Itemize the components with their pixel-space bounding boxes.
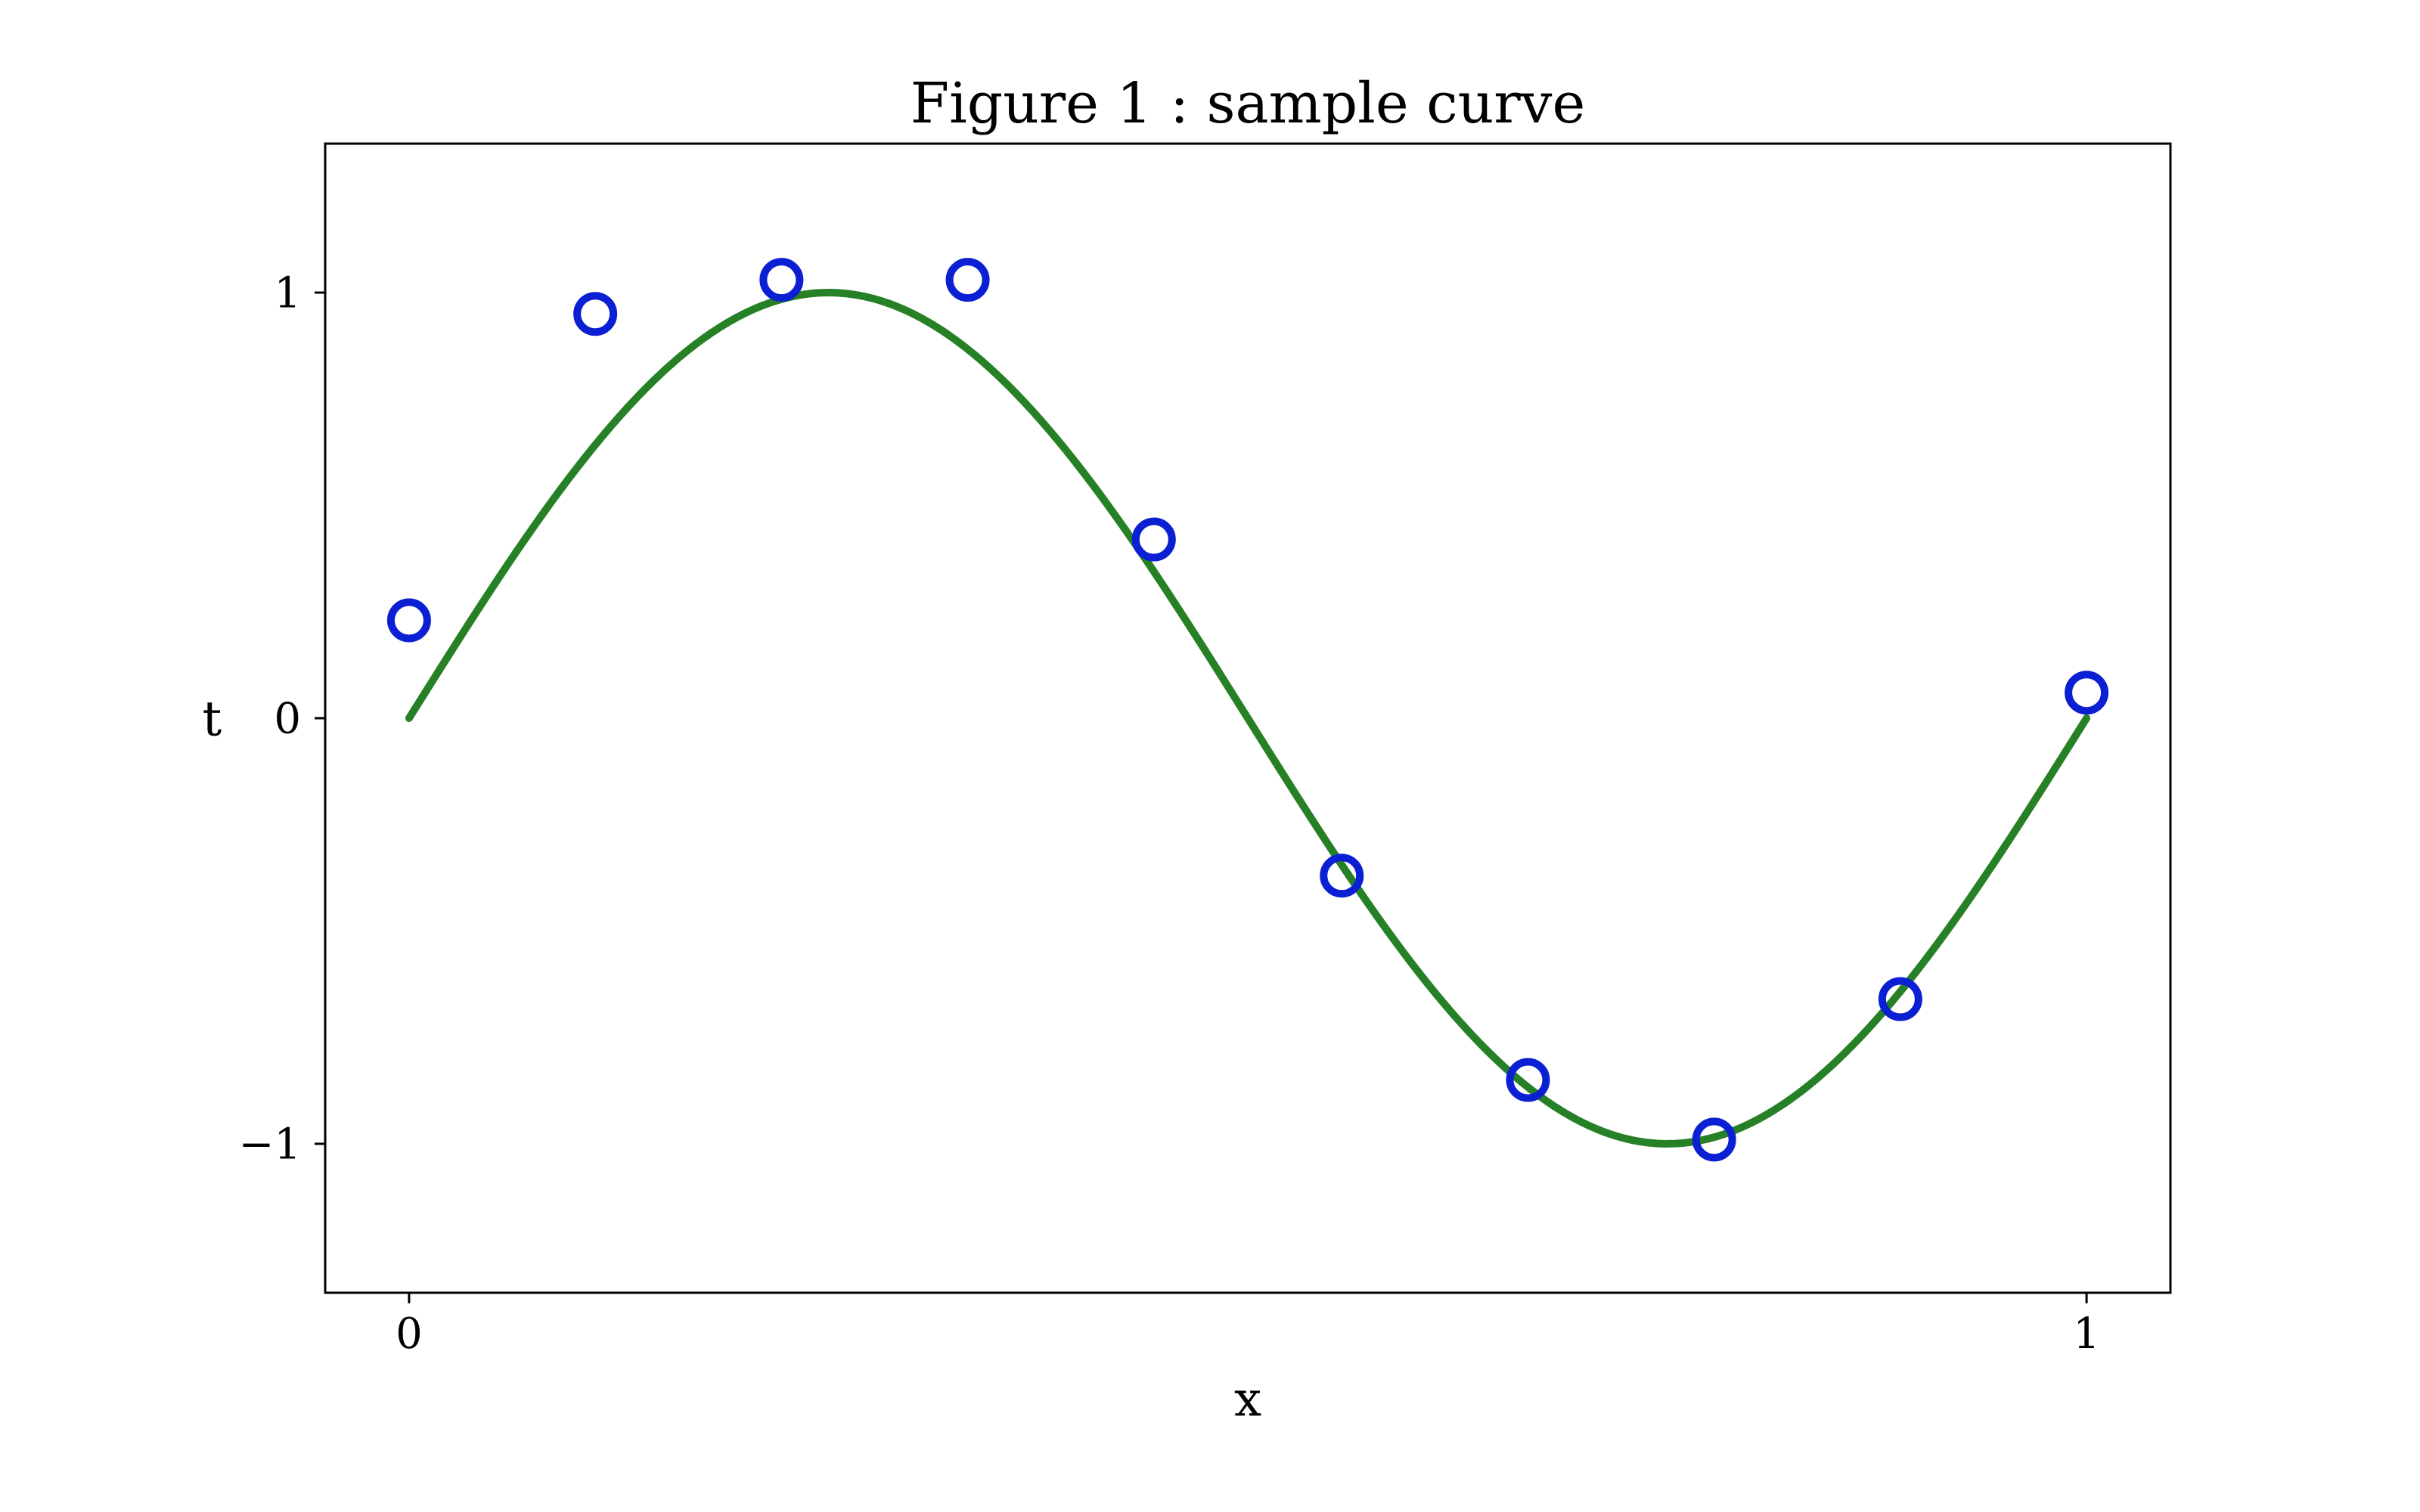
x-tick-label: 1 <box>2073 1309 2100 1359</box>
x-tick-label: 0 <box>396 1309 423 1359</box>
figure-container: 0 1 −1 0 1 Figure 1 : sample curve x t <box>0 0 2420 1512</box>
x-axis-label: x <box>1234 1371 1261 1427</box>
y-tick-label: 0 <box>274 695 301 744</box>
chart-title: Figure 1 : sample curve <box>911 71 1585 136</box>
y-axis-label: t <box>203 691 222 747</box>
y-tick-label: 1 <box>274 269 301 318</box>
y-tick-label: −1 <box>238 1120 301 1170</box>
chart-svg: 0 1 −1 0 1 Figure 1 : sample curve x t <box>0 0 2420 1512</box>
